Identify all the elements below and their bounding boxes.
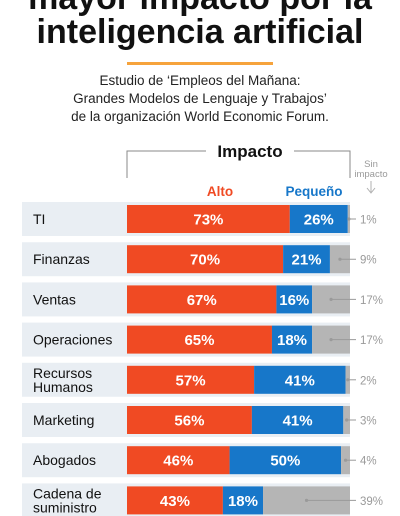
chart-title-line-2: inteligencia artificial [36,13,364,51]
category-label: TI [33,211,45,227]
value-label-sin-impacto: 1% [360,215,377,227]
category-label: Finanzas [33,251,90,267]
bar-pequeno [289,205,348,233]
bar-pequeno [283,245,330,274]
category-label: Operaciones [33,332,112,348]
subtitle-line-3: de la organización World Economic Forum. [71,109,329,124]
subtitle-line-2: Grandes Modelos de Lenguaje y Trabajos’ [73,91,327,106]
value-label-pequeno: 41% [285,372,315,389]
bar-pequeno [254,365,346,394]
category-label-line-2: Humanos [33,379,93,395]
value-label-alto: 65% [184,332,214,349]
bar-alto [127,325,272,354]
value-label-pequeno: 21% [291,252,321,269]
impacto-header: Impacto [217,142,282,161]
bar-alto [127,486,223,515]
value-label-sin-impacto: 17% [360,335,383,347]
value-label-pequeno: 18% [277,332,307,349]
legend-pequeno: Pequeño [285,184,342,199]
value-label-alto: 67% [187,292,217,309]
subtitle-line-1: Estudio de ‘Empleos del Mañana: [99,73,301,88]
sin-impacto-leader-dot [345,418,349,422]
bar-pequeno [251,406,344,434]
sin-impacto-leader-dot [304,498,309,502]
bar-pequeno [222,486,264,515]
sin-impacto-leader-dot [329,297,333,301]
value-label-pequeno: 26% [304,212,334,229]
sin-impacto-leader-dot [343,458,348,462]
value-label-pequeno: 18% [228,493,258,510]
value-label-alto: 73% [193,212,223,229]
value-label-pequeno: 16% [279,292,309,309]
value-label-sin-impacto: 2% [360,375,377,387]
value-label-sin-impacto: 39% [360,496,383,508]
legend-alto: Alto [207,184,233,199]
category-label: Ventas [33,291,76,307]
value-label-alto: 56% [174,413,204,430]
impacto-bracket-right [294,150,351,178]
bar-pequeno [276,285,313,314]
value-label-alto: 70% [190,252,220,269]
category-label: Abogados [33,452,96,468]
bar-pequeno [229,446,342,475]
chart-title-line-1: mayor impacto por la [0,0,400,18]
bar-alto [127,446,230,475]
bar-alto [127,205,290,233]
title-underline [127,62,273,65]
sin-impacto-leader-dot [346,378,350,382]
category-label: Marketing [33,412,94,428]
bar-pequeno [271,325,313,354]
bar-alto [127,285,277,314]
value-label-pequeno: 50% [270,453,300,470]
value-label-sin-impacto: 9% [360,255,377,267]
legend-sin-impacto-line-1: Sin [364,159,378,170]
category-label-line-2: suministro [33,499,97,515]
bar-alto [127,365,255,394]
value-label-sin-impacto: 17% [360,295,383,307]
value-label-alto: 43% [160,493,190,510]
category-label-line-1: Recursos [33,365,92,381]
impacto-bracket-left [126,150,206,178]
value-label-sin-impacto: 4% [360,456,377,468]
value-label-alto: 46% [163,453,193,470]
category-label-line-1: Cadena de [33,485,102,501]
sin-impacto-leader-dot [347,217,351,221]
value-label-pequeno: 41% [283,413,313,430]
value-label-alto: 57% [176,372,206,389]
value-label-sin-impacto: 3% [360,416,377,428]
bar-alto [127,245,284,274]
legend-sin-impacto-arrow [366,181,376,194]
sin-impacto-leader-dot [338,257,342,261]
legend-sin-impacto-line-2: impacto [354,169,387,180]
sin-impacto-leader-dot [329,338,333,342]
bar-alto [127,406,252,434]
